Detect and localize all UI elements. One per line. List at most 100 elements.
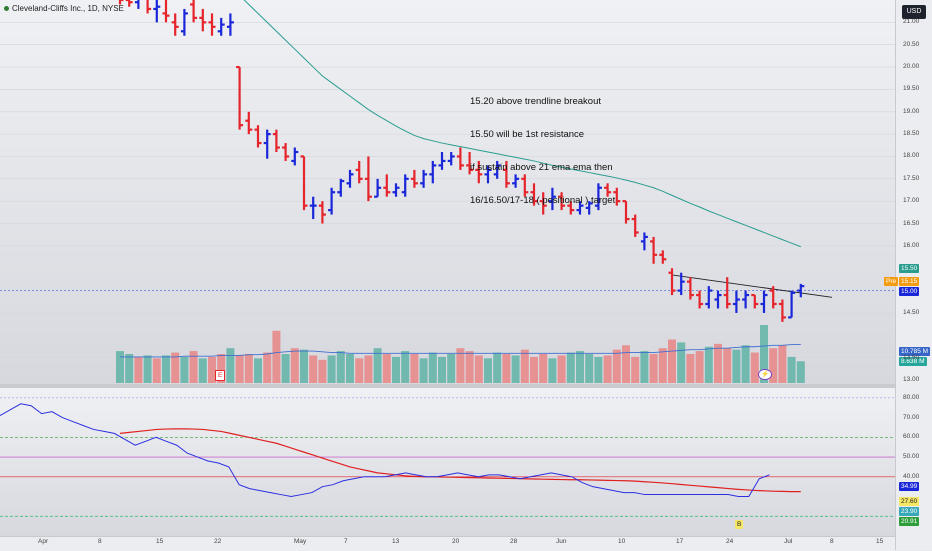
volume-bar xyxy=(401,351,410,383)
volume-bar xyxy=(198,358,207,383)
volume-bar xyxy=(677,342,686,383)
annotation-line: 15.20 above trendline breakout xyxy=(470,96,601,107)
volume-bar xyxy=(290,348,299,383)
volume-bar xyxy=(208,356,216,383)
volume-bar xyxy=(419,358,428,383)
volume-bar xyxy=(134,356,143,383)
price-tick-label: 16.00 xyxy=(903,241,920,249)
volume-bar xyxy=(152,358,161,383)
time-axis-label: 15 xyxy=(876,538,884,545)
pane-separator[interactable] xyxy=(0,384,932,388)
price-tick-label: 18.00 xyxy=(903,152,920,160)
volume-bar xyxy=(502,354,511,383)
rsi-tag-a: 27.60 xyxy=(899,497,920,506)
annotation-note[interactable]: 15.20 above trendline breakout 15.50 wil… xyxy=(470,74,615,228)
volume-bar xyxy=(668,339,676,383)
price-tick-label: 21.00 xyxy=(903,18,920,26)
currency-button[interactable]: USD xyxy=(902,5,926,19)
volume-bar xyxy=(373,348,382,383)
annotation-line: if sustain above 21 ema ema then xyxy=(470,162,613,173)
volume-bar xyxy=(281,354,290,383)
time-axis[interactable] xyxy=(0,536,895,551)
signal-marker[interactable]: B xyxy=(735,520,744,529)
price-tick-label: 16.50 xyxy=(903,219,920,227)
price-scale[interactable] xyxy=(895,0,932,550)
volume-ma-tag: 8.638 M xyxy=(899,357,927,366)
pre-market-tag: 15.15 xyxy=(899,277,920,286)
price-tick-label: 17.00 xyxy=(903,197,920,205)
volume-bar xyxy=(787,356,796,383)
volume-bar xyxy=(336,351,345,383)
volume-bar xyxy=(594,356,603,383)
ema-value-tag: 15.50 xyxy=(899,264,920,273)
volume-bar xyxy=(438,356,446,383)
chart-title: Cleveland-Cliffs Inc., 1D, NYSE xyxy=(12,4,124,13)
time-axis-label: 7 xyxy=(344,538,348,545)
time-axis-label: May xyxy=(294,538,307,545)
time-axis-label: Jun xyxy=(556,538,567,545)
volume-bar xyxy=(530,356,538,383)
rsi-tick-label: 60.00 xyxy=(903,433,920,441)
volume-bar xyxy=(741,345,750,383)
volume-bar xyxy=(539,354,548,383)
price-tick-label: 18.50 xyxy=(903,130,920,138)
volume-bar xyxy=(465,351,474,383)
volume-bar xyxy=(695,351,704,383)
earnings-marker[interactable]: E xyxy=(215,370,226,381)
time-axis-label: 8 xyxy=(830,538,834,545)
volume-bar xyxy=(548,358,557,383)
price-tick-label: 20.50 xyxy=(903,40,920,48)
volume-bar xyxy=(760,325,768,383)
volume-bar xyxy=(217,354,226,383)
volume-bar xyxy=(732,349,741,383)
volume-bar xyxy=(180,356,189,383)
volume-bar xyxy=(631,356,640,383)
time-axis-label: 20 xyxy=(452,538,460,545)
rsi-line xyxy=(0,403,770,498)
volume-bar xyxy=(143,355,152,383)
volume-bar xyxy=(456,348,465,383)
rsi-value-tag: 34.99 xyxy=(899,482,920,491)
dividend-marker[interactable]: ⚡ xyxy=(758,369,773,380)
time-axis-label: 13 xyxy=(392,538,400,545)
volume-bar xyxy=(364,355,373,383)
volume-bar xyxy=(750,352,759,383)
price-pane[interactable] xyxy=(0,0,895,384)
volume-bar xyxy=(116,351,124,383)
rsi-tick-label: 40.00 xyxy=(903,472,920,480)
volume-bar xyxy=(244,354,253,383)
volume-bar xyxy=(658,348,667,383)
volume-bar xyxy=(346,354,354,383)
volume-bar xyxy=(723,348,732,383)
volume-bar xyxy=(309,355,318,383)
volume-ma-line xyxy=(120,344,801,358)
volume-bar xyxy=(511,355,520,383)
ema21-line xyxy=(243,0,801,248)
volume-bar xyxy=(557,355,566,383)
volume-bar xyxy=(493,352,502,383)
time-axis-label: 17 xyxy=(676,538,684,545)
volume-bar xyxy=(171,352,180,383)
volume-bar xyxy=(520,349,529,383)
price-tick-label: 19.50 xyxy=(903,85,920,93)
volume-bar xyxy=(778,345,787,383)
volume-bar xyxy=(704,346,713,383)
price-tick-label: 13.00 xyxy=(903,376,920,383)
price-tick-label: 17.50 xyxy=(903,174,920,182)
rsi-tick-label: 50.00 xyxy=(903,453,920,461)
volume-bar xyxy=(125,354,134,383)
volume-bar xyxy=(686,354,695,383)
volume-bar xyxy=(769,348,778,383)
volume-bar xyxy=(272,330,281,383)
volume-bar xyxy=(382,354,391,383)
rsi-pane[interactable] xyxy=(0,388,895,536)
rsi-ma-line xyxy=(119,428,801,493)
volume-bar xyxy=(428,352,437,383)
volume-tag: 10.785 M xyxy=(899,347,931,356)
volume-bar xyxy=(189,351,198,383)
volume-bar xyxy=(318,359,327,383)
time-axis-label: 8 xyxy=(98,538,102,545)
chart-legend: Cleveland-Cliffs Inc., 1D, NYSE xyxy=(4,4,124,13)
volume-bar xyxy=(300,349,308,383)
